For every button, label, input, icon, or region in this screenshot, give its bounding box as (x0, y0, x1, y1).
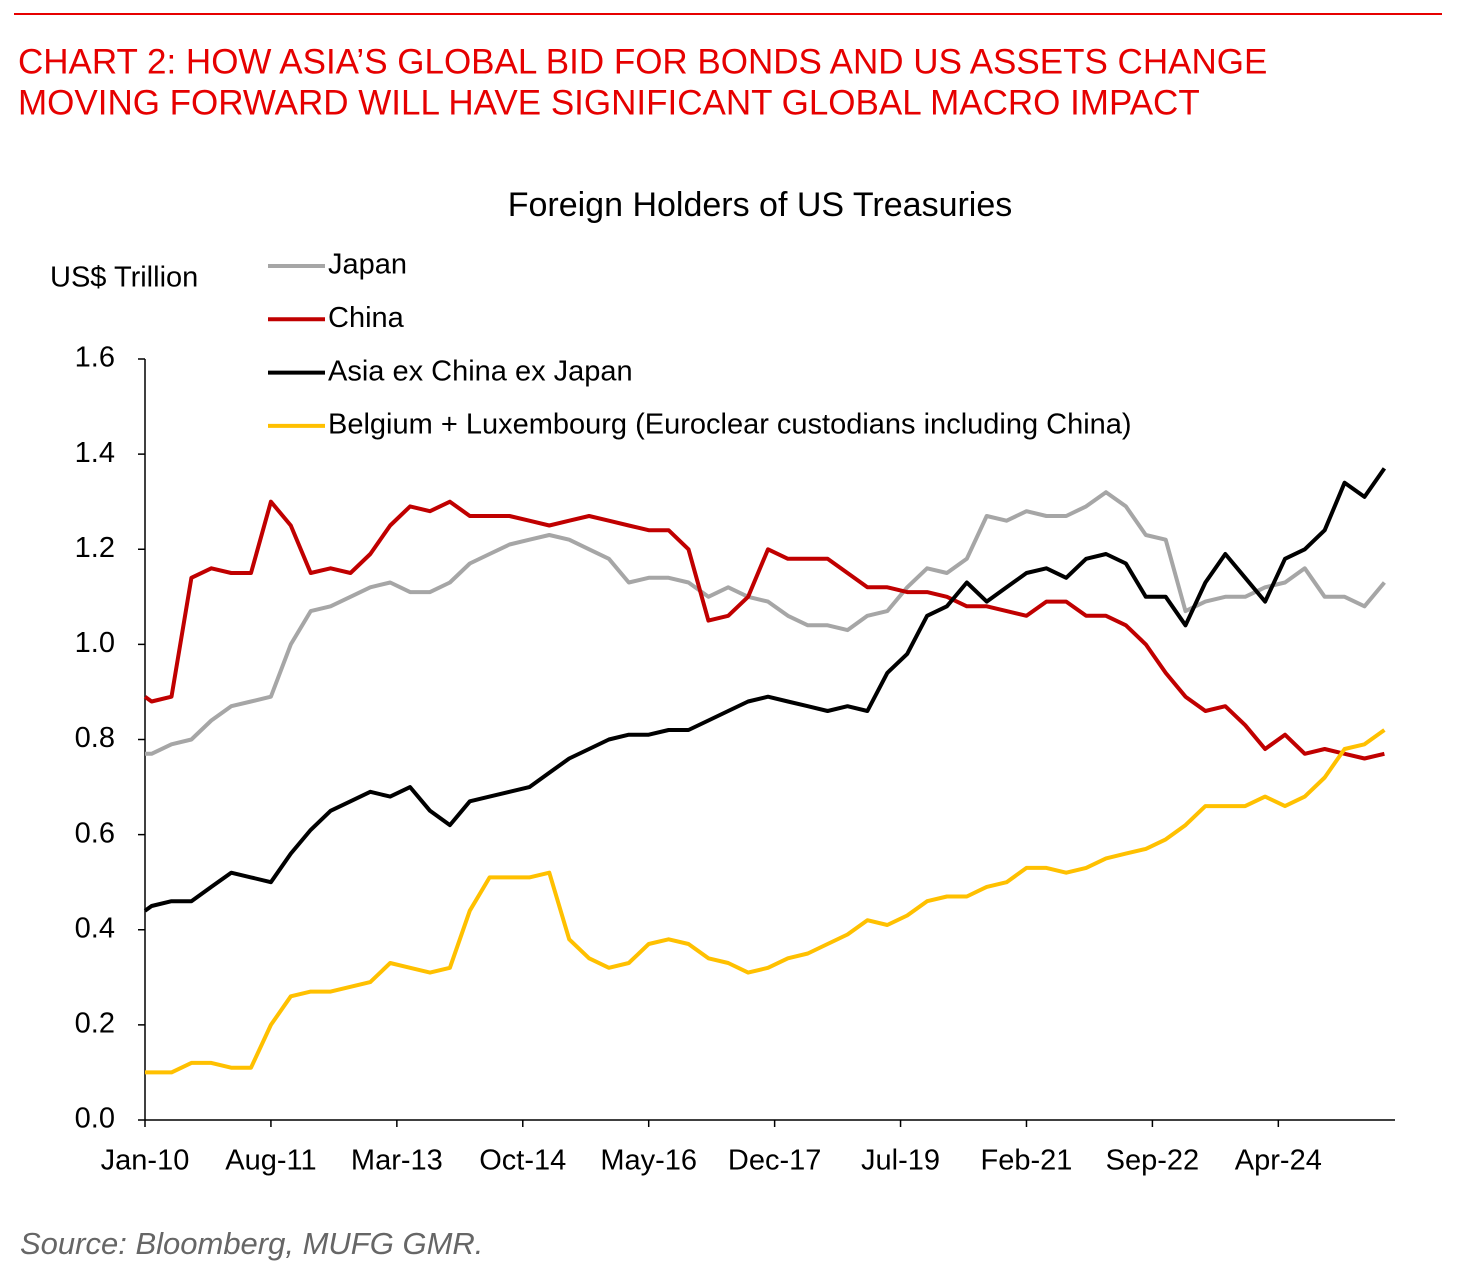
legend-label: Belgium + Luxembourg (Euroclear custodia… (328, 409, 1132, 441)
series-line (145, 728, 1386, 1075)
x-tick-label: Aug-11 (225, 1145, 316, 1177)
x-tick-label: Sep-22 (1106, 1145, 1200, 1177)
legend-label: Asia ex China ex Japan (328, 355, 633, 387)
x-tick-label: Dec-17 (728, 1145, 822, 1177)
x-tick-label: Mar-13 (351, 1145, 443, 1177)
x-tick-label: Oct-14 (479, 1145, 566, 1177)
x-tick-label: Feb-21 (981, 1145, 1073, 1177)
series-line (145, 490, 1386, 756)
chart-title: Foreign Holders of US Treasuries (508, 186, 1013, 224)
x-tick-label: Jan-10 (101, 1145, 190, 1177)
x-tick-label: Jul-19 (861, 1145, 940, 1177)
series-line (143, 467, 1387, 913)
y-tick-label: 0.0 (75, 1103, 115, 1135)
heading-line: CHART 2: HOW ASIA’S GLOBAL BID FOR BONDS… (18, 42, 1267, 81)
heading-line: MOVING FORWARD WILL HAVE SIGNIFICANT GLO… (18, 83, 1200, 122)
y-axis-label: US$ Trillion (50, 262, 198, 294)
y-tick-label: 1.4 (75, 437, 115, 469)
plot: 0.0 0.2 0.4 0.6 0.8 1.0 1.2 1.4 1.6 Jan-10 Aug-11 M… (75, 249, 1395, 1177)
y-tick-label: 0.2 (75, 1008, 115, 1040)
source: Source: Bloomberg, MUFG GMR. (20, 1226, 483, 1261)
y-tick-label: 0.4 (75, 912, 115, 944)
series-line (143, 499, 1385, 761)
y-tick-label: 1.6 (75, 342, 115, 374)
x-tick-label: Apr-24 (1235, 1145, 1322, 1177)
y-tick-label: 1.0 (75, 627, 115, 659)
y-tick-label: 0.8 (75, 722, 115, 754)
y-tick-label: 0.6 (75, 817, 115, 849)
legend-label: China (328, 302, 405, 334)
y-tick-label: 1.2 (75, 532, 115, 564)
x-tick-label: May-16 (600, 1145, 697, 1177)
legend-label: Japan (328, 249, 407, 281)
